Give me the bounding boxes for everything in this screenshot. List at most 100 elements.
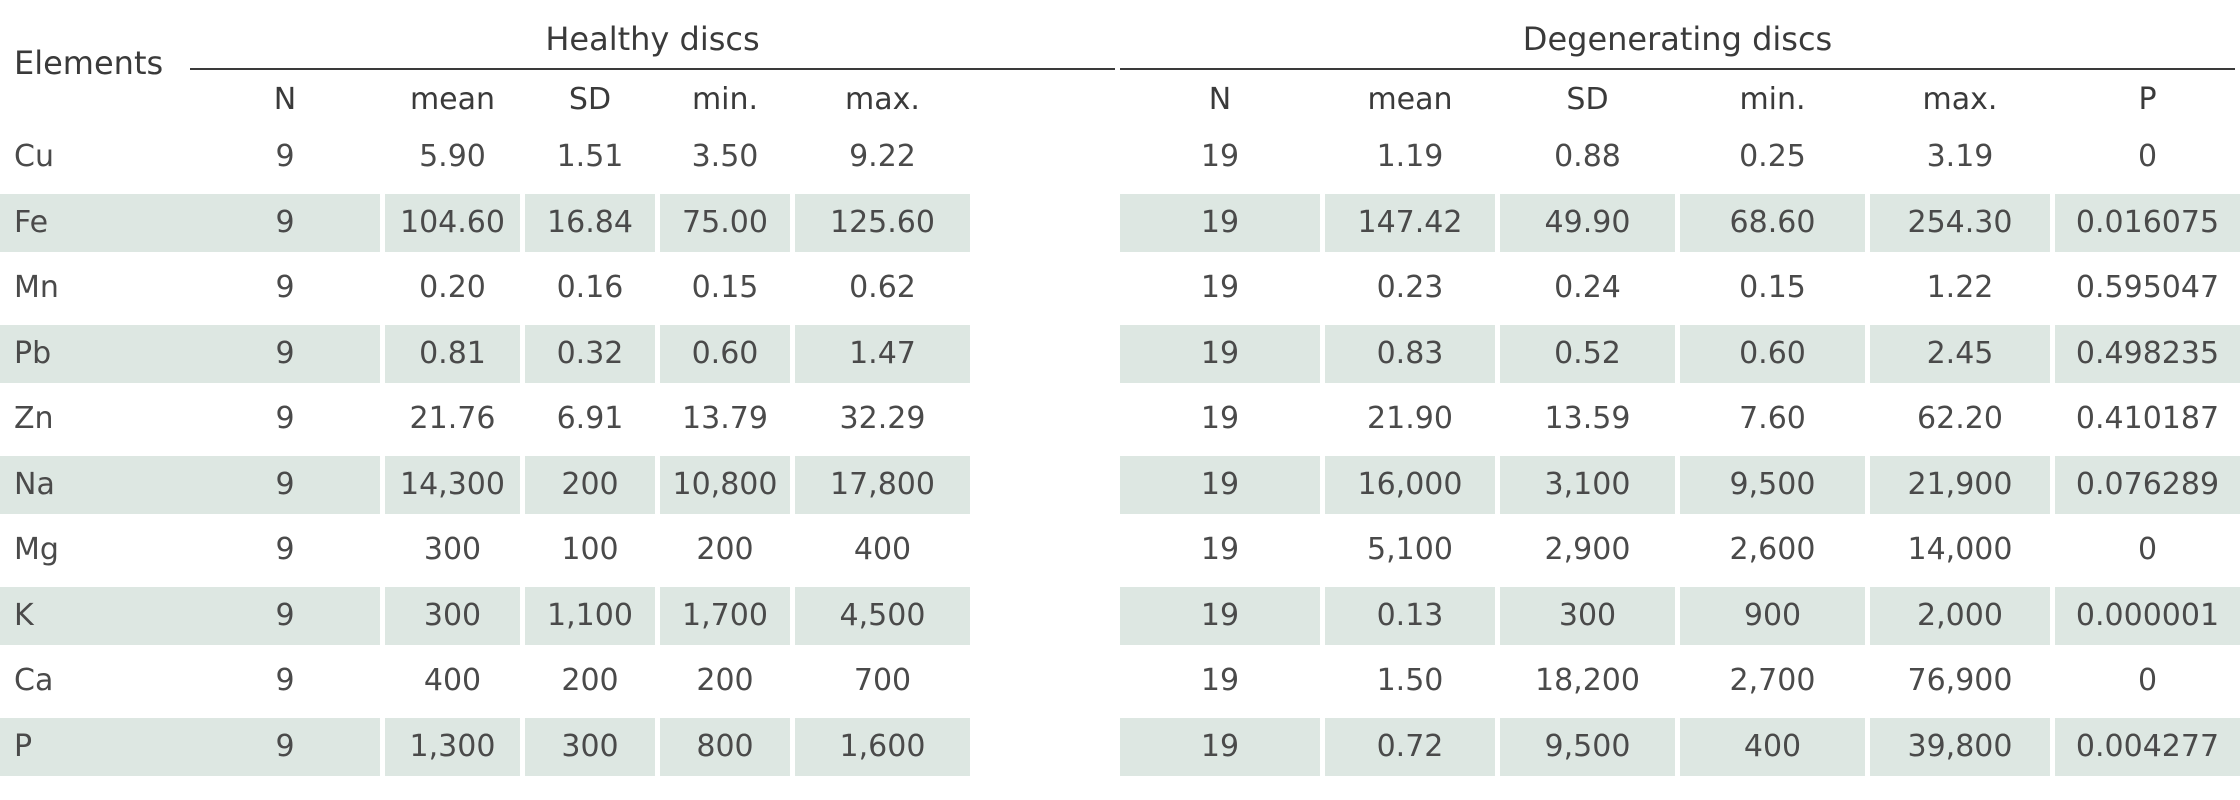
table-cell: 9: [275, 663, 295, 698]
table-cell: 9: [275, 270, 295, 305]
element-name-cell: Fe: [0, 194, 190, 252]
table-cell: 9,500: [1680, 456, 1865, 514]
table-cell: 0.72: [1325, 718, 1495, 776]
table-cell: 0.13: [1325, 587, 1495, 645]
table-cell: 3.50: [691, 139, 759, 174]
table-cell: 0.62: [849, 270, 916, 305]
table-row: P 9 1,300 300 800 1,600 19 0.72 9,500 400 39,800 0.…: [0, 718, 2240, 776]
table-cell: 19: [1200, 270, 1240, 305]
table-row: Na 9 14,300 200 10,800 17,800 19 16,000 3,100 9,5…: [0, 456, 2240, 514]
element-name-cell: K: [0, 587, 190, 645]
element-name-cell: P: [0, 718, 190, 776]
table-cell: 0.16: [556, 270, 624, 305]
table-cell: 0.60: [660, 325, 790, 383]
table-cell: 0.15: [1739, 270, 1806, 305]
table-cell: 19: [1120, 194, 1320, 252]
table-cell: 147.42: [1325, 194, 1495, 252]
table-cell: 700: [853, 663, 912, 698]
table-cell: 0.595047: [2075, 270, 2220, 305]
table-cell: 0.32: [525, 325, 655, 383]
table-cell: 17,800: [795, 456, 970, 514]
table-cell: 62.20: [1917, 401, 2003, 436]
table-cell: 200: [525, 456, 655, 514]
table-cell: 32.29: [839, 401, 926, 436]
table-row: Zn 9 21.76 6.91 13.79 32.29 19 21.90 13.59 7.60 62…: [0, 390, 2240, 448]
table-cell: 0.81: [385, 325, 520, 383]
table-cell: 2,700: [1729, 663, 1816, 698]
column-header-degenerating-min: min.: [1739, 82, 1806, 117]
table-cell: 9: [190, 325, 380, 383]
element-name-cell: Na: [0, 456, 190, 514]
table-cell: 14,300: [385, 456, 520, 514]
table-cell: 400: [1680, 718, 1865, 776]
column-header-degenerating-mean: mean: [1367, 82, 1453, 117]
table-cell: 300: [1500, 587, 1675, 645]
table-cell: 0.24: [1554, 270, 1621, 305]
column-header-degenerating-sd: SD: [1566, 82, 1609, 117]
table-cell: 9: [190, 587, 380, 645]
column-header-p-value: P: [2138, 82, 2157, 117]
table-cell: 800: [660, 718, 790, 776]
table-cell: 1,100: [525, 587, 655, 645]
table-cell: 0.410187: [2075, 401, 2220, 436]
table-cell: 13.59: [1544, 401, 1631, 436]
table-cell: 9,500: [1500, 718, 1675, 776]
table-cell: 0.004277: [2055, 718, 2240, 776]
table-cell: 19: [1200, 663, 1240, 698]
table-cell: 1.51: [556, 139, 624, 174]
table-cell: 76,900: [1907, 663, 2013, 698]
element-name-cell: Ca: [14, 663, 54, 698]
group-title-healthy-discs: Healthy discs: [545, 20, 760, 58]
column-header-degenerating-max: max.: [1922, 82, 1998, 117]
table-cell: 0.016075: [2055, 194, 2240, 252]
column-header-healthy-min: min.: [691, 82, 759, 117]
table-cell: 2,900: [1544, 532, 1631, 567]
column-header-degenerating-n: N: [1208, 82, 1232, 117]
table-cell: 49.90: [1500, 194, 1675, 252]
table-cell: 21.90: [1367, 401, 1453, 436]
table-cell: 39,800: [1870, 718, 2050, 776]
table-cell: 19: [1200, 139, 1240, 174]
table-cell: 0.60: [1680, 325, 1865, 383]
group-rule-healthy: [190, 68, 1115, 70]
table-row: Ca 9 400 200 200 700 19 1.50 18,200 2,700 76,900 0: [0, 652, 2240, 710]
table-cell: 0: [2137, 663, 2158, 698]
table-cell: 75.00: [660, 194, 790, 252]
table-cell: 0.20: [419, 270, 486, 305]
table-cell: 0: [2137, 139, 2158, 174]
table-cell: 9: [190, 456, 380, 514]
element-name-cell: Mg: [14, 532, 59, 567]
table-cell: 19: [1120, 456, 1320, 514]
table-cell: 19: [1120, 718, 1320, 776]
table-cell: 10,800: [660, 456, 790, 514]
table-cell: 16,000: [1325, 456, 1495, 514]
group-rule-degenerating: [1120, 68, 2235, 70]
table-cell: 104.60: [385, 194, 520, 252]
table-cell: 200: [696, 532, 754, 567]
table-cell: 1,300: [385, 718, 520, 776]
table-cell: 2,000: [1870, 587, 2050, 645]
table-cell: 300: [423, 532, 482, 567]
table-cell: 0.25: [1739, 139, 1806, 174]
table-cell: 2.45: [1870, 325, 2050, 383]
table-cell: 18,200: [1535, 663, 1640, 698]
table-cell: 3.19: [1926, 139, 1994, 174]
table-cell: 300: [385, 587, 520, 645]
table-cell: 0.23: [1376, 270, 1444, 305]
table-cell: 1.22: [1926, 270, 1994, 305]
table-cell: 2,600: [1729, 532, 1816, 567]
element-name-cell: Zn: [14, 401, 54, 436]
table-cell: 21,900: [1870, 456, 2050, 514]
table-cell: 9: [275, 139, 295, 174]
table-cell: 0.83: [1325, 325, 1495, 383]
table-row: Fe 9 104.60 16.84 75.00 125.60 19 147.42 49.90 68…: [0, 194, 2240, 252]
table-cell: 1.50: [1376, 663, 1444, 698]
column-header-healthy-mean: mean: [409, 82, 496, 117]
row-label-header: Elements: [14, 44, 164, 82]
table-cell: 5,100: [1367, 532, 1453, 567]
table-cell: 0.000001: [2055, 587, 2240, 645]
table-cell: 3,100: [1500, 456, 1675, 514]
element-name-cell: Cu: [14, 139, 54, 174]
table-row: Mg 9 300 100 200 400 19 5,100 2,900 2,600 14,000 0: [0, 521, 2240, 579]
